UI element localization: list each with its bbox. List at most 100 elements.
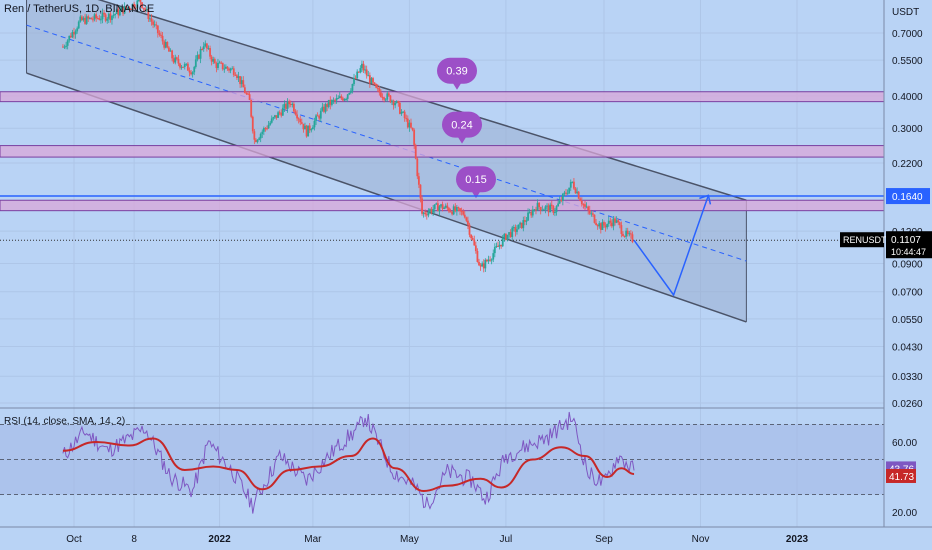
candle-body: [489, 259, 491, 261]
candle-body: [349, 90, 352, 93]
candle-body: [313, 120, 316, 128]
candle-body: [289, 104, 292, 106]
candle-body: [595, 222, 597, 225]
candle-body: [493, 246, 496, 254]
candle-body: [218, 62, 221, 64]
candle-body: [599, 223, 602, 230]
candle-body: [168, 47, 170, 52]
candle-body: [421, 198, 423, 214]
candle-body: [571, 181, 574, 183]
candle-body: [476, 251, 479, 262]
candle-body: [368, 75, 371, 84]
channel-midline: [26, 24, 747, 262]
candle-body: [517, 224, 520, 230]
candle-body: [519, 222, 522, 225]
candle-body: [213, 59, 216, 64]
candle-body: [231, 68, 234, 70]
price-scale-unit: USDT: [892, 7, 919, 18]
candle-body: [201, 48, 204, 50]
candle-body: [408, 122, 411, 128]
price-axis-tick: 0.0700: [892, 288, 923, 299]
candle-body: [584, 204, 586, 207]
candle-body: [574, 188, 577, 194]
candle-body: [196, 54, 199, 60]
candle-body: [122, 7, 124, 14]
candle-body: [311, 127, 314, 130]
candle-body: [508, 232, 510, 235]
candle-body: [258, 138, 261, 140]
candle-body: [364, 69, 366, 71]
candle-body: [315, 115, 317, 121]
candle-body: [376, 87, 379, 89]
candle-body: [81, 16, 83, 21]
candle-body: [329, 99, 332, 105]
candle-body: [202, 46, 205, 50]
candle-body: [441, 204, 444, 209]
candle-body: [229, 68, 232, 71]
price-axis-tick: 0.2200: [892, 159, 923, 170]
price-callout-label: 0.15: [465, 174, 486, 186]
candle-body: [626, 230, 629, 234]
candle-body: [177, 58, 180, 64]
candle-body: [399, 102, 401, 114]
candle-body: [285, 103, 287, 109]
candle-body: [628, 233, 631, 235]
candle-body: [318, 115, 321, 119]
candle-body: [101, 12, 104, 20]
candle-body: [156, 25, 159, 34]
candle-body: [606, 223, 609, 228]
candle-body: [321, 106, 324, 111]
candle-body: [391, 100, 393, 103]
candle-body: [182, 66, 185, 68]
candle-body: [261, 131, 264, 134]
candle-body: [217, 63, 219, 69]
time-axis-tick: Jul: [500, 534, 513, 545]
candle-body: [482, 263, 485, 269]
candle-body: [220, 62, 223, 64]
candle-body: [190, 72, 192, 75]
candle-body: [454, 206, 457, 212]
candle-body: [427, 211, 430, 216]
candle-body: [525, 220, 528, 222]
candle-body: [286, 101, 289, 109]
candle-body: [236, 75, 238, 78]
candle-body: [144, 8, 147, 11]
candle-body: [185, 63, 188, 65]
candle-body: [96, 18, 99, 20]
candle-body: [397, 101, 400, 103]
candle-body: [440, 204, 442, 207]
candle-body: [516, 229, 518, 232]
candle-body: [250, 100, 253, 117]
candle-body: [253, 131, 256, 140]
candle-body: [558, 199, 561, 204]
candle-body: [425, 214, 428, 216]
candle-body: [155, 24, 158, 26]
candle-body: [237, 76, 240, 78]
candle-body: [419, 184, 422, 199]
price-axis-tick: 0.3000: [892, 124, 923, 135]
candle-body: [417, 176, 420, 185]
candle-body: [76, 28, 79, 32]
candle-body: [365, 69, 368, 76]
candle-body: [356, 71, 359, 79]
price-axis-tick: 0.5500: [892, 56, 923, 67]
candle-body: [198, 54, 200, 59]
rsi-sma-line: [62, 437, 635, 493]
candle-body: [522, 220, 525, 229]
candle-body: [209, 48, 211, 57]
candle-body: [406, 118, 409, 128]
candle-body: [223, 68, 226, 70]
last-price-tag: [886, 231, 932, 259]
candle-body: [137, 0, 140, 1]
candle-body: [319, 110, 322, 119]
candle-body: [565, 192, 567, 194]
last-price-value: 0.1107: [891, 235, 921, 246]
candle-body: [451, 211, 454, 215]
candle-body: [153, 24, 156, 26]
candle-body: [429, 209, 431, 212]
candle-body: [199, 48, 202, 59]
candle-body: [550, 204, 553, 207]
symbol-tag: [840, 232, 884, 248]
candle-body: [73, 32, 75, 35]
candle-body: [604, 225, 607, 228]
